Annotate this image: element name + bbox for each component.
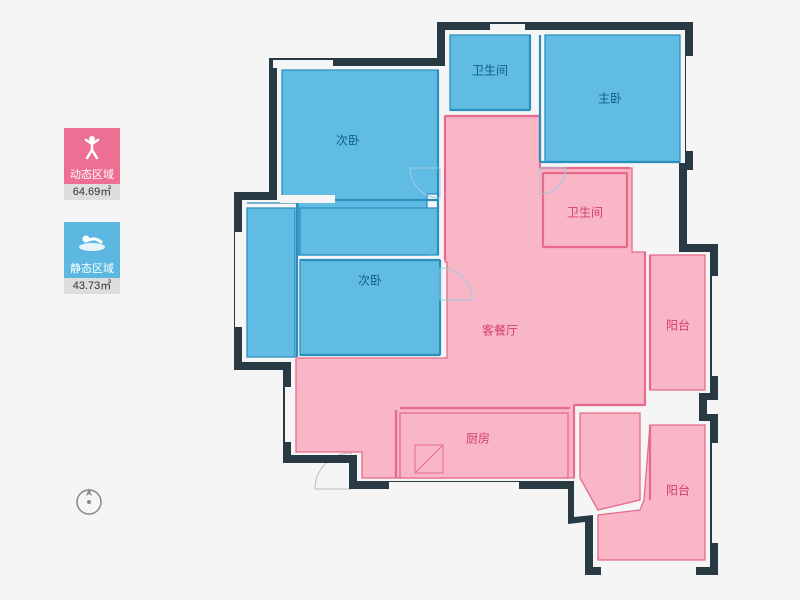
dynamic-zone-icon [64, 128, 120, 166]
legend-static-value: 43.73㎡ [64, 278, 120, 294]
legend-static-title: 静态区域 [64, 260, 120, 278]
room-label: 阳台 [666, 317, 690, 334]
floor-plan [0, 0, 800, 600]
legend-static-zone: 静态区域 43.73㎡ [64, 222, 120, 294]
compass-icon [72, 485, 106, 519]
legend-dynamic-title: 动态区域 [64, 166, 120, 184]
room-label: 阳台 [666, 482, 690, 499]
room-label: 次卧 [358, 272, 382, 289]
legend-dynamic-zone: 动态区域 64.69㎡ [64, 128, 120, 200]
room-label: 厨房 [466, 430, 490, 447]
static-zone-icon [64, 222, 120, 260]
room-label: 客餐厅 [482, 322, 518, 339]
room-label: 次卧 [336, 132, 360, 149]
room-label: 卫生间 [472, 62, 508, 79]
room-label: 卫生间 [567, 204, 603, 221]
legend-dynamic-value: 64.69㎡ [64, 184, 120, 200]
room-label: 主卧 [598, 90, 622, 107]
